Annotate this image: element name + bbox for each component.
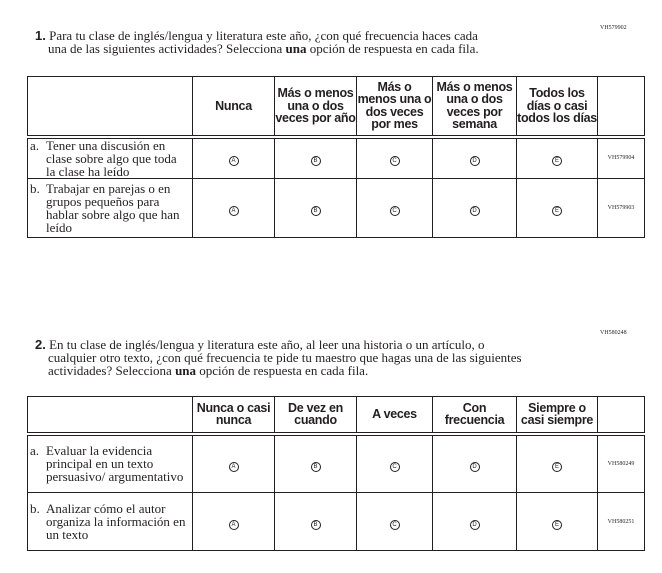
answer-cell: B xyxy=(274,492,357,551)
prompt-text: Para tu clase de inglés/lengua y literat… xyxy=(49,28,478,43)
row-item: b. Analizar cómo el autor organiza la inf… xyxy=(27,492,193,551)
row-label: a. xyxy=(30,443,40,459)
column-header: Siempre o casi siempre xyxy=(516,396,598,436)
row-code: VH580251 xyxy=(597,492,645,551)
answer-cell: C xyxy=(356,492,433,551)
row-code: VH579903 xyxy=(597,178,645,238)
answer-cell: E xyxy=(516,492,598,551)
answer-bubble-c[interactable]: C xyxy=(389,156,400,167)
question-1-table: Nunca Más o menos una o dos veces por año… xyxy=(27,76,645,238)
column-header: Más o menos una o dos veces por mes xyxy=(356,76,433,139)
column-header: Con frecuencia xyxy=(432,396,517,436)
answer-bubble-e[interactable]: E xyxy=(552,206,562,216)
answer-cell: D xyxy=(432,136,517,179)
question-2-id: VH580248 xyxy=(600,330,627,336)
answer-cell: C xyxy=(356,433,433,493)
row-label: a. xyxy=(30,137,40,153)
row-item: a. Evaluar la evidencia principal en un t… xyxy=(27,433,193,493)
answer-cell: E xyxy=(516,433,598,493)
column-header: A veces xyxy=(356,396,433,436)
question-1-id: VH579902 xyxy=(600,25,627,31)
row-label: b. xyxy=(30,501,40,516)
column-header: Todos los días o casi todos los días xyxy=(516,76,598,139)
answer-bubble-a[interactable]: A xyxy=(228,206,239,216)
answer-bubble-b[interactable]: B xyxy=(310,461,321,472)
answer-bubble-a[interactable]: A xyxy=(228,156,239,167)
question-2-prompt: 2. En tu clase de inglés/lengua y litera… xyxy=(35,338,545,377)
row-text: Analizar cómo el autor organiza la infor… xyxy=(46,501,186,542)
question-number: 1. xyxy=(35,28,46,43)
answer-cell: B xyxy=(274,136,357,179)
answer-bubble-b[interactable]: B xyxy=(310,519,321,530)
answer-bubble-e[interactable]: E xyxy=(552,461,562,472)
answer-bubble-d[interactable]: D xyxy=(469,519,480,530)
empty-header xyxy=(597,396,645,436)
answer-bubble-c[interactable]: C xyxy=(389,461,400,472)
answer-cell: E xyxy=(516,178,598,238)
answer-bubble-e[interactable]: E xyxy=(552,156,562,167)
answer-cell: C xyxy=(356,178,433,238)
answer-cell: D xyxy=(432,433,517,493)
row-item: b. Trabajar en parejas o en grupos pequeñ… xyxy=(27,178,193,238)
answer-cell: D xyxy=(432,492,517,551)
answer-bubble-d[interactable]: D xyxy=(469,206,480,216)
answer-cell: B xyxy=(274,433,357,493)
column-header: Más o menos una o dos veces por semana xyxy=(432,76,517,139)
answer-cell: D xyxy=(432,178,517,238)
header-row: Nunca Más o menos una o dos veces por año… xyxy=(27,76,645,139)
empty-header xyxy=(27,396,193,436)
prompt-text: cualquier otro texto, ¿con qué frecuenci… xyxy=(48,350,522,378)
answer-cell: E xyxy=(516,136,598,179)
question-number: 2. xyxy=(35,337,46,352)
answer-bubble-a[interactable]: A xyxy=(228,461,239,472)
prompt-text: una de las siguientes actividades? Selec… xyxy=(48,41,286,56)
row-text: Tener una discusión en clase sobre algo … xyxy=(46,137,177,179)
answer-bubble-a[interactable]: A xyxy=(228,519,239,530)
answer-bubble-e[interactable]: E xyxy=(552,519,562,530)
answer-cell: A xyxy=(192,433,275,493)
row-code: VH579904 xyxy=(597,136,645,179)
column-header: De vez en cuando xyxy=(274,396,357,436)
column-header: Nunca xyxy=(192,76,275,139)
prompt-text: opción de respuesta en cada fila. xyxy=(196,363,369,378)
table-row: a. Tener una discusión en clase sobre alg… xyxy=(27,136,645,179)
header-row: Nunca o casi nunca De vez en cuando A vece… xyxy=(27,396,645,436)
answer-cell: C xyxy=(356,136,433,179)
table-row: b. Analizar cómo el autor organiza la inf… xyxy=(27,492,645,551)
answer-bubble-d[interactable]: D xyxy=(469,156,480,167)
answer-bubble-b[interactable]: B xyxy=(310,206,321,216)
answer-cell: A xyxy=(192,136,275,179)
empty-header xyxy=(597,76,645,139)
prompt-text: En tu clase de inglés/lengua y literatur… xyxy=(49,337,485,352)
answer-bubble-d[interactable]: D xyxy=(469,461,480,472)
row-text: Evaluar la evidencia principal en un tex… xyxy=(46,443,184,485)
prompt-emphasis: una xyxy=(285,41,307,56)
column-header: Nunca o casi nunca xyxy=(192,396,275,436)
question-2-table: Nunca o casi nunca De vez en cuando A vece… xyxy=(27,396,645,551)
row-text: Trabajar en parejas o en grupos pequeños… xyxy=(46,181,180,235)
prompt-emphasis: una xyxy=(175,363,197,378)
row-label: b. xyxy=(30,181,40,196)
answer-cell: A xyxy=(192,178,275,238)
answer-bubble-c[interactable]: C xyxy=(389,206,400,216)
question-1-prompt: 1. Para tu clase de inglés/lengua y lite… xyxy=(35,29,555,55)
answer-bubble-b[interactable]: B xyxy=(310,156,321,167)
table-row: a. Evaluar la evidencia principal en un t… xyxy=(27,433,645,493)
prompt-text: opción de respuesta en cada fila. xyxy=(306,41,479,56)
row-item: a. Tener una discusión en clase sobre alg… xyxy=(27,136,193,179)
empty-header xyxy=(27,76,193,139)
column-header: Más o menos una o dos veces por año xyxy=(274,76,357,139)
table-row: b. Trabajar en parejas o en grupos pequeñ… xyxy=(27,178,645,238)
answer-cell: A xyxy=(192,492,275,551)
row-code: VH580249 xyxy=(597,433,645,493)
answer-cell: B xyxy=(274,178,357,238)
answer-bubble-c[interactable]: C xyxy=(389,519,400,530)
